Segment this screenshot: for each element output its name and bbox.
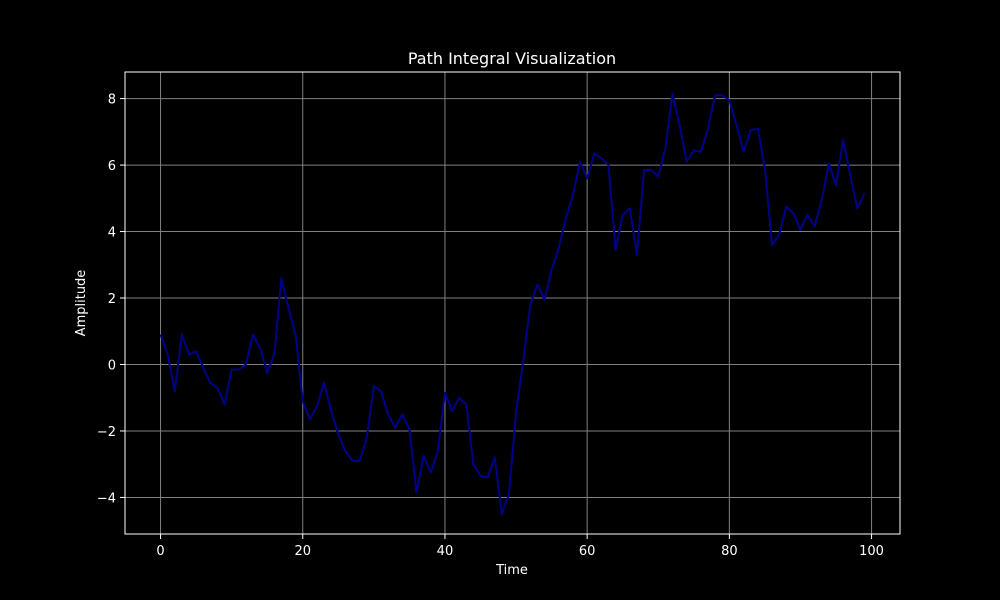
y-tick-label: −2	[97, 425, 116, 440]
y-tick-label: 6	[108, 159, 116, 174]
x-tick-label: 0	[156, 544, 164, 559]
ticks: 0 20 40 60 80 100 −4 −2 0 2 4 6 8	[97, 93, 884, 559]
plot-frame	[124, 71, 901, 535]
x-tick-label: 80	[721, 544, 738, 559]
x-tick-label: 40	[437, 544, 454, 559]
chart-title: Path Integral Visualization	[408, 49, 616, 68]
x-tick-label: 60	[579, 544, 596, 559]
grid	[125, 72, 900, 534]
x-axis-label: Time	[495, 563, 528, 578]
x-tick-label: 100	[859, 544, 884, 559]
series-line	[159, 92, 866, 516]
y-tick-label: −4	[97, 491, 116, 506]
y-axis-label: Amplitude	[74, 270, 89, 337]
y-tick-label: 8	[108, 93, 116, 108]
y-tick-label: 4	[108, 226, 116, 241]
y-tick-label: 2	[108, 292, 116, 307]
x-tick-label: 20	[294, 544, 311, 559]
y-tick-label: 0	[108, 358, 116, 373]
